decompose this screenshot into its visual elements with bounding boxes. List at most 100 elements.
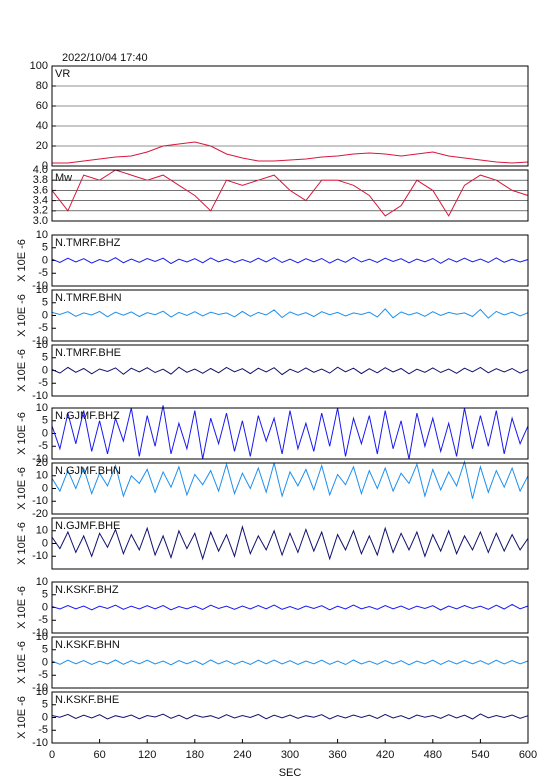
y-tick-label: 10 xyxy=(36,229,48,241)
y-tick-label: 0 xyxy=(42,656,48,668)
y-tick-label: 3.8 xyxy=(33,174,48,186)
x-axis-label: SEC xyxy=(279,767,302,779)
y-axis-label: X 10E -6 xyxy=(16,412,28,455)
y-tick-label: 60 xyxy=(36,100,48,112)
panel-frame xyxy=(51,289,529,342)
trace-line xyxy=(51,366,529,376)
x-tick-label: 300 xyxy=(281,749,299,761)
y-tick-label: -5 xyxy=(38,669,48,681)
y-tick-label: -10 xyxy=(32,280,48,292)
y-tick-label: 10 xyxy=(36,525,48,537)
panel-label: N.GJMF.BHZ xyxy=(55,410,120,422)
panel-frame xyxy=(51,407,529,460)
y-axis-label: X 10E -6 xyxy=(16,467,28,510)
y-axis-label: X 10E -6 xyxy=(16,349,28,392)
panel-label: N.KSKF.BHZ xyxy=(55,584,119,596)
y-tick-label: 10 xyxy=(36,402,48,414)
y-tick-label: -10 xyxy=(32,627,48,639)
y-tick-label: 5 xyxy=(42,699,48,711)
y-tick-label: 0 xyxy=(42,309,48,321)
y-tick-label: 40 xyxy=(36,120,48,132)
y-tick-label: 5 xyxy=(42,352,48,364)
y-tick-label: -10 xyxy=(32,495,48,507)
y-tick-label: 0 xyxy=(42,601,48,613)
y-tick-label: 5 xyxy=(42,644,48,656)
y-axis-label: X 10E -6 xyxy=(16,696,28,739)
x-tick-label: 0 xyxy=(49,749,55,761)
panel-frame xyxy=(51,65,529,167)
y-axis-label: X 10E -6 xyxy=(16,239,28,282)
trace-line xyxy=(51,525,529,561)
panel-label: Mw xyxy=(55,172,72,184)
y-tick-label: -10 xyxy=(32,737,48,749)
y-tick-label: 0 xyxy=(42,482,48,494)
x-tick-label: 540 xyxy=(471,749,489,761)
y-tick-label: -5 xyxy=(38,724,48,736)
panel-frame xyxy=(51,581,529,634)
y-tick-label: -10 xyxy=(32,682,48,694)
y-tick-label: -5 xyxy=(38,322,48,334)
x-tick-label: 360 xyxy=(328,749,346,761)
y-tick-label: 10 xyxy=(36,686,48,698)
y-tick-label: 0 xyxy=(42,160,48,172)
x-tick-label: 180 xyxy=(186,749,204,761)
y-tick-label: 20 xyxy=(36,457,48,469)
y-tick-label: -10 xyxy=(32,390,48,402)
y-tick-label: -10 xyxy=(32,453,48,465)
y-tick-label: 10 xyxy=(36,631,48,643)
trace-line xyxy=(51,459,529,499)
y-tick-label: 5 xyxy=(42,297,48,309)
y-tick-label: -5 xyxy=(38,440,48,452)
y-axis-label: X 10E -6 xyxy=(16,294,28,337)
y-tick-label: 3.0 xyxy=(33,215,48,227)
y-tick-label: 4.0 xyxy=(33,164,48,176)
y-axis-label: X 10E -6 xyxy=(16,586,28,629)
y-tick-label: 80 xyxy=(36,80,48,92)
y-tick-label: 5 xyxy=(42,242,48,254)
y-tick-label: 0 xyxy=(42,711,48,723)
y-tick-label: 10 xyxy=(36,284,48,296)
panel-frame xyxy=(51,234,529,287)
y-tick-label: 0 xyxy=(42,364,48,376)
panel-frame xyxy=(51,636,529,689)
y-tick-label: -5 xyxy=(38,377,48,389)
y-axis-label: X 10E -6 xyxy=(16,522,28,565)
x-tick-label: 60 xyxy=(93,749,105,761)
y-tick-label: 10 xyxy=(36,470,48,482)
y-tick-label: 3.2 xyxy=(33,205,48,217)
trace-line xyxy=(51,603,529,611)
y-tick-label: 10 xyxy=(36,576,48,588)
panel-frame xyxy=(51,517,529,570)
y-tick-label: 100 xyxy=(30,60,48,72)
trace-line xyxy=(51,659,529,666)
y-tick-label: -5 xyxy=(38,267,48,279)
trace-line xyxy=(51,256,529,265)
y-tick-label: -10 xyxy=(32,335,48,347)
panel-frame xyxy=(51,462,529,515)
panel-label: N.TMRF.BHN xyxy=(55,292,122,304)
y-tick-label: 0 xyxy=(42,254,48,266)
y-tick-label: 5 xyxy=(42,589,48,601)
panel-label: N.GJMF.BHN xyxy=(55,465,121,477)
y-tick-label: -20 xyxy=(32,508,48,520)
x-tick-label: 420 xyxy=(376,749,394,761)
x-tick-label: 240 xyxy=(233,749,251,761)
y-tick-label: 5 xyxy=(42,415,48,427)
panel-label: N.KSKF.BHN xyxy=(55,639,120,651)
y-tick-label: 3.6 xyxy=(33,184,48,196)
panel-label: N.TMRF.BHZ xyxy=(55,237,121,249)
y-axis-label: X 10E -6 xyxy=(16,641,28,684)
panel-label: N.GJMF.BHE xyxy=(55,520,120,532)
x-tick-label: 600 xyxy=(519,749,537,761)
panel-label: N.TMRF.BHE xyxy=(55,347,121,359)
trace-line xyxy=(51,169,529,217)
y-tick-label: 20 xyxy=(36,140,48,152)
trace-line xyxy=(52,141,529,164)
y-tick-label: 0 xyxy=(42,537,48,549)
x-tick-label: 120 xyxy=(138,749,156,761)
y-tick-label: 10 xyxy=(36,339,48,351)
x-tick-label: 480 xyxy=(424,749,442,761)
panel-frame xyxy=(51,169,529,222)
panel-label: N.KSKF.BHE xyxy=(55,694,119,706)
